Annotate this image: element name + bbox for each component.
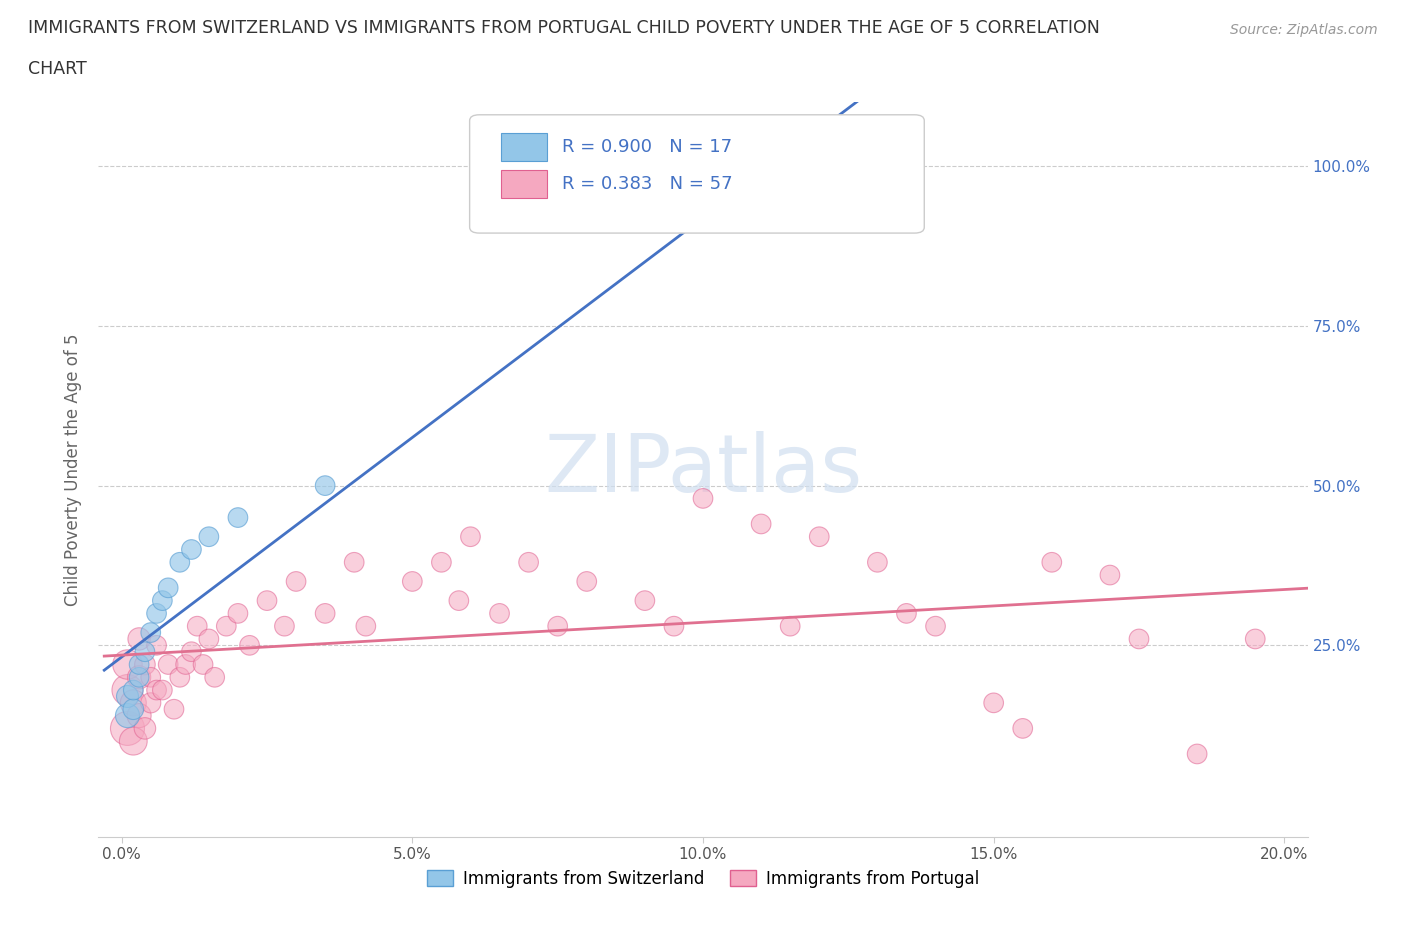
Point xyxy=(128,708,150,723)
Legend: Immigrants from Switzerland, Immigrants from Portugal: Immigrants from Switzerland, Immigrants … xyxy=(420,863,986,895)
Point xyxy=(169,670,191,684)
Point xyxy=(1098,567,1121,582)
Point xyxy=(180,542,202,557)
Point xyxy=(634,593,657,608)
Point xyxy=(1128,631,1150,646)
Point xyxy=(117,683,139,698)
Point xyxy=(122,683,145,698)
Point xyxy=(273,618,295,633)
Point xyxy=(1244,631,1267,646)
Point xyxy=(215,618,238,633)
FancyBboxPatch shape xyxy=(501,170,547,198)
Point xyxy=(117,721,139,736)
Point xyxy=(226,606,249,621)
Point xyxy=(460,529,482,544)
Point xyxy=(150,683,173,698)
Point xyxy=(134,721,156,736)
Point xyxy=(186,618,208,633)
Point xyxy=(157,580,180,595)
Point xyxy=(924,618,946,633)
Point xyxy=(204,670,226,684)
Text: ZIPatlas: ZIPatlas xyxy=(544,431,862,509)
Point xyxy=(198,529,221,544)
Point xyxy=(314,606,336,621)
Point xyxy=(134,658,156,672)
Point xyxy=(314,478,336,493)
Point xyxy=(128,658,150,672)
Point xyxy=(866,555,889,570)
Point xyxy=(139,670,162,684)
Point xyxy=(191,658,214,672)
FancyBboxPatch shape xyxy=(501,133,547,161)
Point xyxy=(430,555,453,570)
Point xyxy=(1011,721,1033,736)
Y-axis label: Child Poverty Under the Age of 5: Child Poverty Under the Age of 5 xyxy=(65,333,83,606)
Point xyxy=(128,631,150,646)
Point xyxy=(122,734,145,749)
Point xyxy=(1040,555,1063,570)
Text: Source: ZipAtlas.com: Source: ZipAtlas.com xyxy=(1230,23,1378,37)
Point xyxy=(575,574,598,589)
Point xyxy=(285,574,308,589)
Point xyxy=(117,658,139,672)
Point xyxy=(198,631,221,646)
Point xyxy=(128,670,150,684)
Point xyxy=(517,555,540,570)
Point xyxy=(150,593,173,608)
Point xyxy=(117,708,139,723)
Point xyxy=(808,529,831,544)
Point xyxy=(145,638,167,653)
Point xyxy=(128,670,150,684)
Point xyxy=(226,511,249,525)
Point xyxy=(256,593,278,608)
Point xyxy=(145,683,167,698)
Text: R = 0.383   N = 57: R = 0.383 N = 57 xyxy=(561,175,733,193)
Point xyxy=(343,555,366,570)
Point xyxy=(174,658,197,672)
Point xyxy=(145,606,167,621)
Point xyxy=(134,644,156,659)
Point xyxy=(749,516,772,531)
Point xyxy=(983,696,1005,711)
Point xyxy=(401,574,423,589)
Point xyxy=(354,618,377,633)
Text: CHART: CHART xyxy=(28,60,87,78)
Point xyxy=(163,702,186,717)
Point xyxy=(122,702,145,717)
Point xyxy=(662,618,685,633)
FancyBboxPatch shape xyxy=(470,114,924,233)
Point xyxy=(117,689,139,704)
Text: IMMIGRANTS FROM SWITZERLAND VS IMMIGRANTS FROM PORTUGAL CHILD POVERTY UNDER THE : IMMIGRANTS FROM SWITZERLAND VS IMMIGRANT… xyxy=(28,19,1099,36)
Point xyxy=(139,625,162,640)
Point xyxy=(122,696,145,711)
Point xyxy=(239,638,262,653)
Point xyxy=(139,696,162,711)
Point xyxy=(447,593,470,608)
Point xyxy=(896,606,918,621)
Point xyxy=(547,618,569,633)
Point xyxy=(488,606,510,621)
Point xyxy=(1185,747,1208,762)
Point xyxy=(169,555,191,570)
Text: R = 0.900   N = 17: R = 0.900 N = 17 xyxy=(561,139,731,156)
Point xyxy=(692,491,714,506)
Point xyxy=(779,618,801,633)
Point xyxy=(180,644,202,659)
Point xyxy=(762,191,785,206)
Point xyxy=(157,658,180,672)
